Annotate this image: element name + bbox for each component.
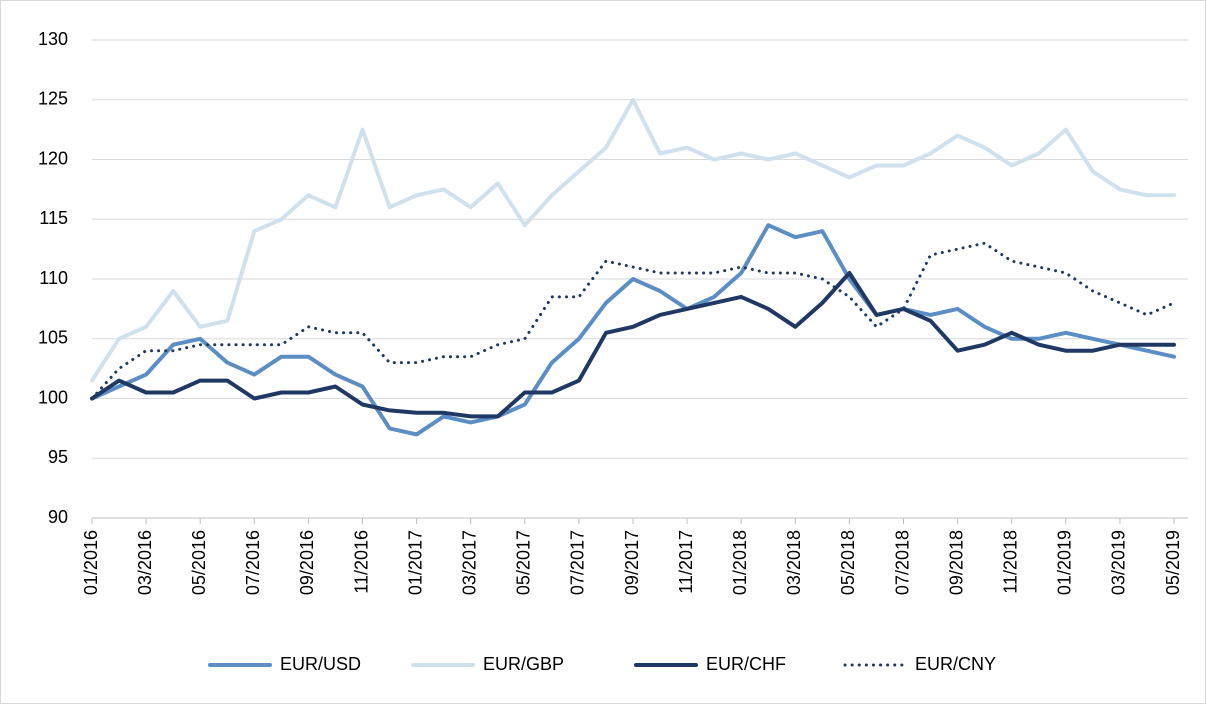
legend-label: EUR/CNY: [915, 654, 996, 674]
legend-label: EUR/CHF: [706, 654, 786, 674]
x-tick-label: 09/2018: [946, 530, 966, 595]
y-tick-label: 100: [38, 387, 68, 407]
x-tick-label: 01/2019: [1055, 530, 1075, 595]
y-tick-label: 115: [39, 208, 68, 228]
series-line: [90, 271, 1176, 419]
x-tick-label: 11/2017: [676, 530, 696, 594]
y-tick-label: 105: [38, 328, 68, 348]
x-tick-label: 05/2017: [514, 530, 534, 595]
x-tick-label: 03/2018: [784, 530, 804, 595]
x-tick-label: 03/2016: [135, 530, 155, 595]
x-tick-label: 07/2018: [892, 530, 912, 595]
x-tick-label: 01/2016: [81, 530, 101, 595]
x-tick-label: 05/2019: [1163, 530, 1183, 595]
legend-label: EUR/USD: [280, 654, 361, 674]
x-tick-label: 09/2016: [297, 530, 317, 595]
x-tick-label: 09/2017: [622, 530, 642, 595]
x-tick-label: 05/2016: [189, 530, 209, 595]
x-tick-label: 11/2016: [351, 530, 371, 594]
x-tick-label: 01/2018: [730, 530, 750, 595]
y-tick-label: 90: [48, 507, 68, 527]
y-tick-label: 125: [38, 89, 68, 109]
x-tick-label: 11/2018: [1000, 530, 1020, 594]
y-tick-label: 110: [39, 268, 68, 288]
x-tick-label: 07/2016: [243, 530, 263, 595]
series-line: [90, 241, 1176, 400]
y-tick-label: 95: [48, 447, 68, 467]
y-tick-label: 120: [38, 148, 68, 168]
series-line: [90, 97, 1176, 383]
legend-label: EUR/GBP: [483, 654, 564, 674]
x-tick-label: 03/2019: [1109, 530, 1129, 595]
y-tick-label: 130: [38, 29, 68, 49]
x-tick-label: 05/2018: [838, 530, 858, 595]
x-tick-label: 03/2017: [459, 530, 479, 595]
series-line: [90, 223, 1176, 437]
x-tick-label: 01/2017: [405, 530, 425, 595]
x-tick-label: 07/2017: [568, 530, 588, 595]
